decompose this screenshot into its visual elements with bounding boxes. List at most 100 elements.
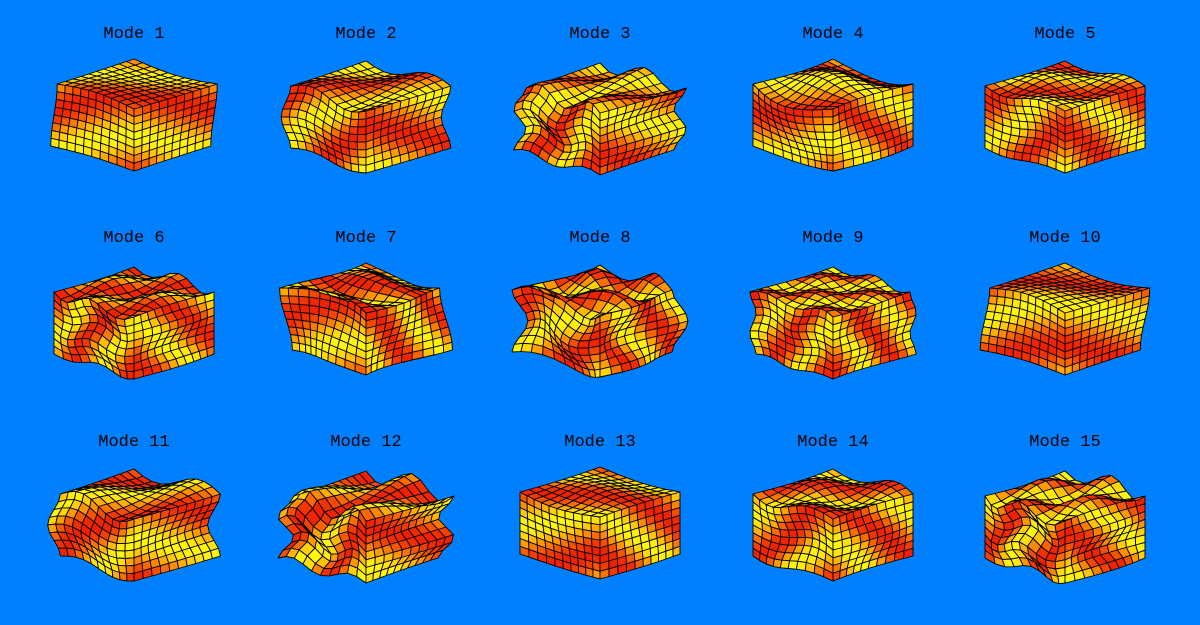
panel-title: Mode 13 xyxy=(564,433,635,452)
mesh-cell xyxy=(291,341,301,352)
mesh-cell xyxy=(805,323,816,333)
mesh-cell xyxy=(1055,103,1073,112)
mesh-cell xyxy=(1064,162,1073,174)
mesh-cell xyxy=(1018,120,1029,130)
mesh-cell xyxy=(795,560,807,572)
mesh-cell xyxy=(124,363,135,372)
mesh-cell xyxy=(797,323,808,333)
mesh-cell xyxy=(74,143,85,155)
mesh-cell xyxy=(822,116,834,126)
mesh-cell xyxy=(822,106,839,111)
mesh-cell xyxy=(822,108,834,118)
mesh-cell xyxy=(570,562,580,574)
mesh-cell xyxy=(124,557,135,567)
mesh-cell xyxy=(572,157,584,167)
mesh-cell xyxy=(357,118,367,128)
mesh xyxy=(749,266,917,380)
mesh-cell xyxy=(124,549,135,559)
mesh-cell xyxy=(599,164,609,176)
mesh-cell xyxy=(1057,305,1075,314)
mesh xyxy=(53,266,215,380)
mesh-cell xyxy=(820,161,828,171)
mesh-cell xyxy=(592,568,601,580)
mesh-cell xyxy=(356,141,367,151)
mesh-cell xyxy=(599,366,613,378)
mesh-cell xyxy=(1021,98,1032,107)
panel-title: Mode 1 xyxy=(103,25,164,44)
mesh-cell xyxy=(124,347,135,358)
mesh xyxy=(511,264,689,378)
panel-title: Mode 5 xyxy=(1034,25,1095,44)
mesh-cell xyxy=(822,124,834,133)
mesh-cell xyxy=(807,158,816,168)
mesh-cell xyxy=(816,138,827,148)
panel-title: Mode 8 xyxy=(569,229,630,248)
mesh-cell xyxy=(1026,129,1037,139)
mesh xyxy=(984,60,1146,174)
mesh-cell xyxy=(279,287,290,297)
mesh-cell xyxy=(1005,149,1016,160)
mesh-cell xyxy=(826,309,843,318)
mesh xyxy=(47,468,221,582)
mesh-cell xyxy=(814,131,826,141)
mesh-cell xyxy=(287,287,299,297)
mesh-cell xyxy=(50,137,60,149)
mesh-cell xyxy=(749,330,760,340)
mesh-cell xyxy=(988,287,999,297)
mesh-cell xyxy=(826,162,834,172)
mesh-cell xyxy=(754,306,765,316)
mesh-cell xyxy=(358,108,376,113)
mesh xyxy=(752,58,914,172)
mesh-cell xyxy=(1021,152,1032,163)
mesh-cell xyxy=(125,565,135,574)
mesh-cell xyxy=(118,520,128,530)
mesh-cell xyxy=(115,550,126,559)
mesh-cell xyxy=(812,116,824,126)
mesh xyxy=(50,58,218,172)
mesh-cell xyxy=(823,131,834,141)
panel-title: Mode 4 xyxy=(802,25,863,44)
mesh-cell xyxy=(365,162,376,174)
mesh-cell xyxy=(133,368,144,380)
mesh-cell xyxy=(126,370,135,380)
mesh-cell xyxy=(987,343,998,354)
mesh-cell xyxy=(1029,153,1040,165)
mesh-cell xyxy=(117,528,128,537)
mesh-cell xyxy=(115,542,126,552)
mesh-cell xyxy=(1004,346,1014,358)
mesh-cell xyxy=(358,164,367,174)
mesh-cell xyxy=(810,346,820,357)
mesh-cell xyxy=(802,346,813,356)
mesh-cell xyxy=(1013,151,1024,161)
mesh-cell xyxy=(1026,121,1037,131)
mesh-cell xyxy=(71,316,83,326)
mesh-cell xyxy=(1013,97,1024,107)
mesh-cell xyxy=(66,141,76,153)
mesh-cell xyxy=(585,567,594,578)
mesh-cell xyxy=(360,306,378,314)
mesh-cell xyxy=(562,144,572,153)
mesh-cell xyxy=(979,341,990,353)
mesh-cell xyxy=(357,126,367,136)
panel-title: Mode 7 xyxy=(335,229,396,248)
mesh-cell xyxy=(832,368,841,380)
mesh-cell xyxy=(824,139,834,149)
mesh-cell xyxy=(124,355,135,365)
mesh-cell xyxy=(555,122,566,131)
mesh-cell xyxy=(298,295,310,306)
mesh-cell xyxy=(126,572,135,582)
panel-title: Mode 15 xyxy=(1029,433,1100,452)
mesh-cell xyxy=(356,133,367,143)
mesh-cell xyxy=(118,572,128,582)
mesh-cell xyxy=(357,149,367,158)
mesh-cell xyxy=(577,141,587,151)
panel-title: Mode 11 xyxy=(98,433,169,452)
mesh xyxy=(979,262,1151,376)
mesh-cell xyxy=(298,342,307,354)
mesh-cell xyxy=(1018,128,1029,138)
mesh-cell xyxy=(88,313,99,324)
mesh-cell xyxy=(124,314,141,320)
mesh-cell xyxy=(116,535,127,545)
mesh-cell xyxy=(349,118,359,128)
